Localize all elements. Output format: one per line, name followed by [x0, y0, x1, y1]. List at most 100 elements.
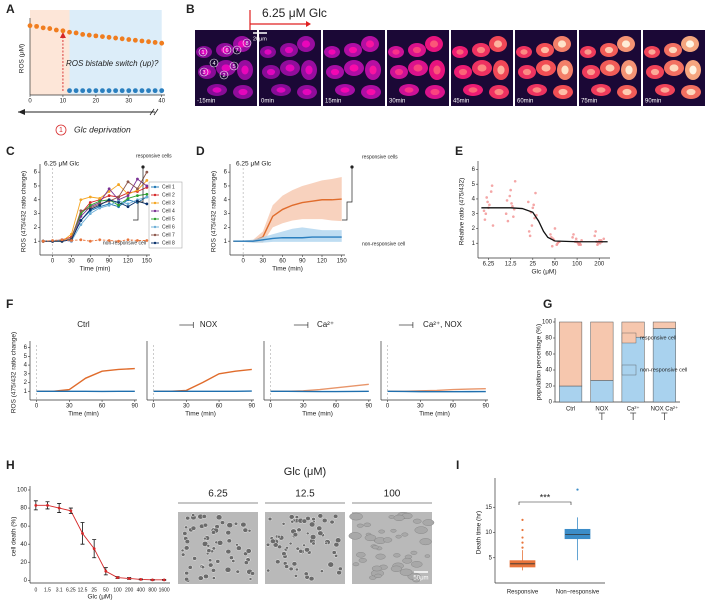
data-point — [126, 37, 132, 42]
cell — [184, 571, 189, 576]
y-tick-label: 5 — [24, 354, 28, 360]
x-axis-label: Time (min) — [80, 266, 111, 273]
cell — [293, 574, 298, 578]
data-point — [598, 241, 602, 245]
data-point — [93, 33, 99, 39]
cell — [233, 521, 239, 526]
cell — [371, 545, 379, 550]
x-tick-label: 0 — [28, 99, 32, 105]
data-point — [126, 196, 130, 200]
y-tick-label: 1 — [224, 239, 228, 245]
data-point — [534, 191, 537, 195]
x-tick-label: 0 — [152, 404, 156, 410]
x-tick-label: 100 — [572, 262, 583, 268]
cell-core — [520, 49, 528, 55]
y-tick-label: 3 — [224, 211, 228, 217]
series-line — [43, 239, 147, 242]
cell — [225, 530, 232, 536]
cell — [334, 554, 339, 558]
y-tick-label: 2 — [24, 380, 28, 386]
data-point — [117, 183, 120, 186]
data-point — [79, 238, 83, 242]
data-point — [594, 230, 597, 233]
cell-core — [605, 64, 615, 72]
y-tick-label: 4 — [472, 197, 476, 203]
x-tick-label: 90 — [106, 259, 113, 265]
data-point — [510, 202, 513, 205]
data-point — [107, 194, 111, 198]
x-axis-label: Time (min) — [68, 411, 99, 418]
cell — [291, 561, 298, 567]
cell-core — [221, 64, 231, 72]
cell-core — [340, 87, 350, 93]
frame-label: -15min — [197, 99, 215, 105]
x-tick-label: 90 — [248, 404, 255, 410]
cell — [308, 521, 316, 528]
cell-core — [328, 49, 336, 55]
x-tick-label: NOX Ca²⁺ — [651, 406, 679, 413]
data-point — [86, 32, 92, 38]
y-tick-label: 100 — [542, 320, 553, 326]
x-tick-label: 50 — [552, 262, 559, 268]
data-point — [113, 88, 119, 94]
cell-id-circle — [222, 45, 232, 55]
data-point — [159, 40, 165, 46]
y-tick-label: 100 — [17, 488, 28, 494]
cell-id-circle — [219, 70, 229, 80]
x-tick-label: 90 — [131, 404, 138, 410]
data-point — [88, 201, 92, 204]
cell — [202, 522, 209, 528]
cell — [235, 569, 240, 574]
cell — [358, 557, 367, 563]
y-tick-label: 4 — [224, 197, 228, 203]
cell — [236, 545, 242, 551]
y-tick-label: 20 — [20, 560, 27, 566]
annotation: 1 — [59, 127, 63, 134]
data-point — [527, 230, 531, 233]
bracket-dot — [350, 165, 354, 169]
data-point — [159, 88, 165, 94]
cell — [211, 576, 216, 580]
cell-core — [596, 87, 606, 93]
y-axis-label: population percentage (%) — [536, 324, 543, 400]
cell-core — [202, 68, 212, 76]
cell-core — [264, 49, 272, 55]
x-tick-label: 120 — [123, 259, 134, 265]
y-axis-label: ROS (475/432 ratio change) — [11, 332, 18, 413]
legend-swatch — [621, 364, 637, 376]
cell-core — [650, 68, 660, 76]
data-point — [550, 236, 553, 239]
data-point — [79, 198, 83, 202]
data-point — [104, 569, 108, 573]
cell — [184, 525, 188, 530]
legend-label: Cell 2 — [162, 192, 175, 198]
cell — [215, 559, 221, 564]
annotation: responsive cells — [136, 153, 172, 159]
x-tick-label: 0 — [241, 259, 245, 265]
legend-label: Cell 1 — [162, 184, 175, 190]
x-axis-label: Glc (μM) — [87, 594, 112, 601]
cell-core — [689, 65, 697, 75]
data-point — [81, 531, 84, 535]
cell-id: 8 — [245, 41, 248, 47]
y-tick-label: 20 — [545, 384, 552, 390]
data-point — [490, 184, 494, 187]
data-point — [126, 194, 130, 198]
frame-label: 75min — [581, 99, 597, 105]
confidence-band — [233, 227, 342, 243]
panel-label: G — [543, 297, 552, 311]
data-point — [136, 194, 139, 198]
x-tick-label: 90 — [299, 259, 306, 265]
data-point — [526, 200, 530, 204]
y-tick-label: 5 — [34, 184, 38, 190]
cell-core — [212, 87, 222, 93]
data-point — [113, 35, 119, 41]
y-tick-label: 60 — [20, 524, 27, 530]
y-tick-label: 2 — [472, 226, 476, 232]
x-tick-label: 150 — [337, 259, 348, 265]
cell-core — [412, 46, 422, 54]
legend-label: Cell 6 — [162, 224, 175, 230]
cell-id-circle — [229, 61, 239, 71]
cell — [208, 558, 213, 563]
cell — [395, 534, 402, 539]
